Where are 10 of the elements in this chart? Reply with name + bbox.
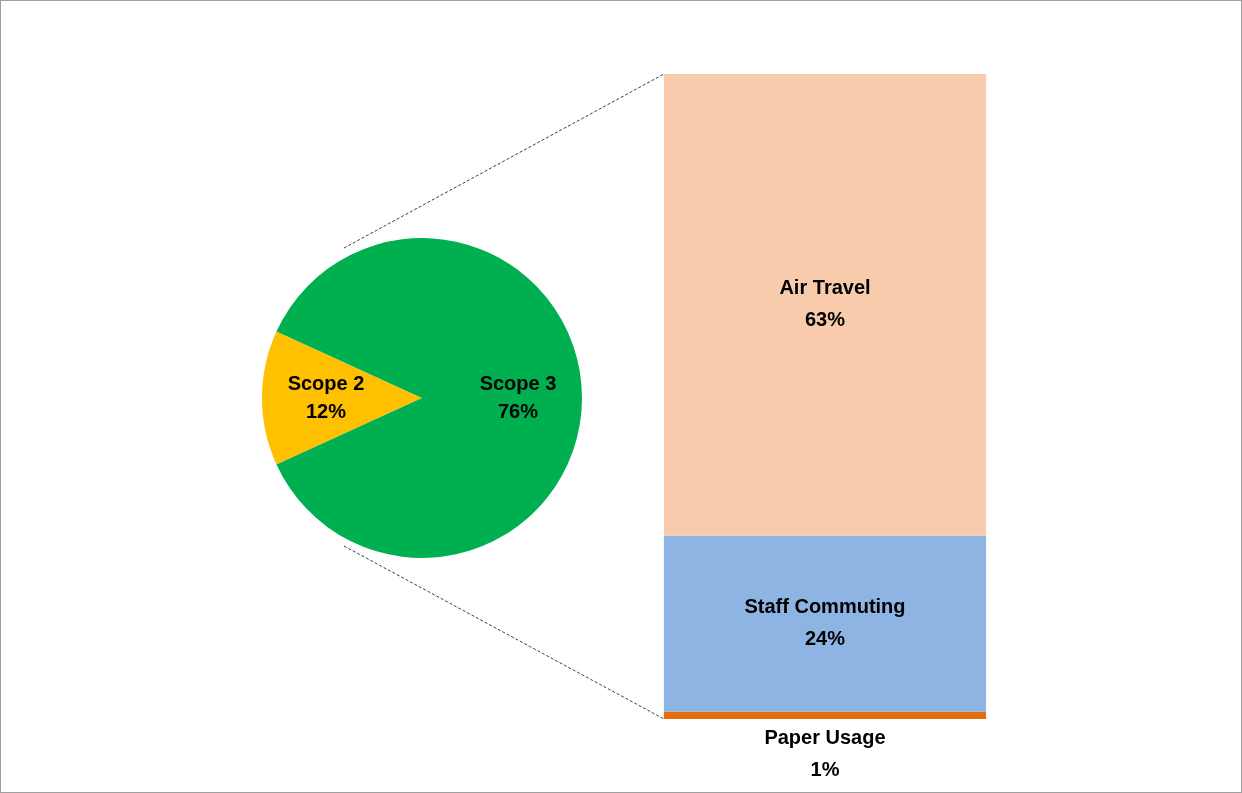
data-label: 76% xyxy=(497,399,539,422)
data-label: 1% xyxy=(809,757,841,782)
series-label: Staff Commuting xyxy=(744,595,906,618)
data-label: 63% xyxy=(804,308,846,331)
series-label: Air Travel xyxy=(779,276,871,299)
slice-label: Scope 2 xyxy=(287,371,365,394)
data-label: 24% xyxy=(804,627,846,650)
slice-label: Scope 3 xyxy=(479,371,557,394)
series-label: Paper Usage xyxy=(763,725,887,750)
data-label: 12% xyxy=(305,399,347,422)
